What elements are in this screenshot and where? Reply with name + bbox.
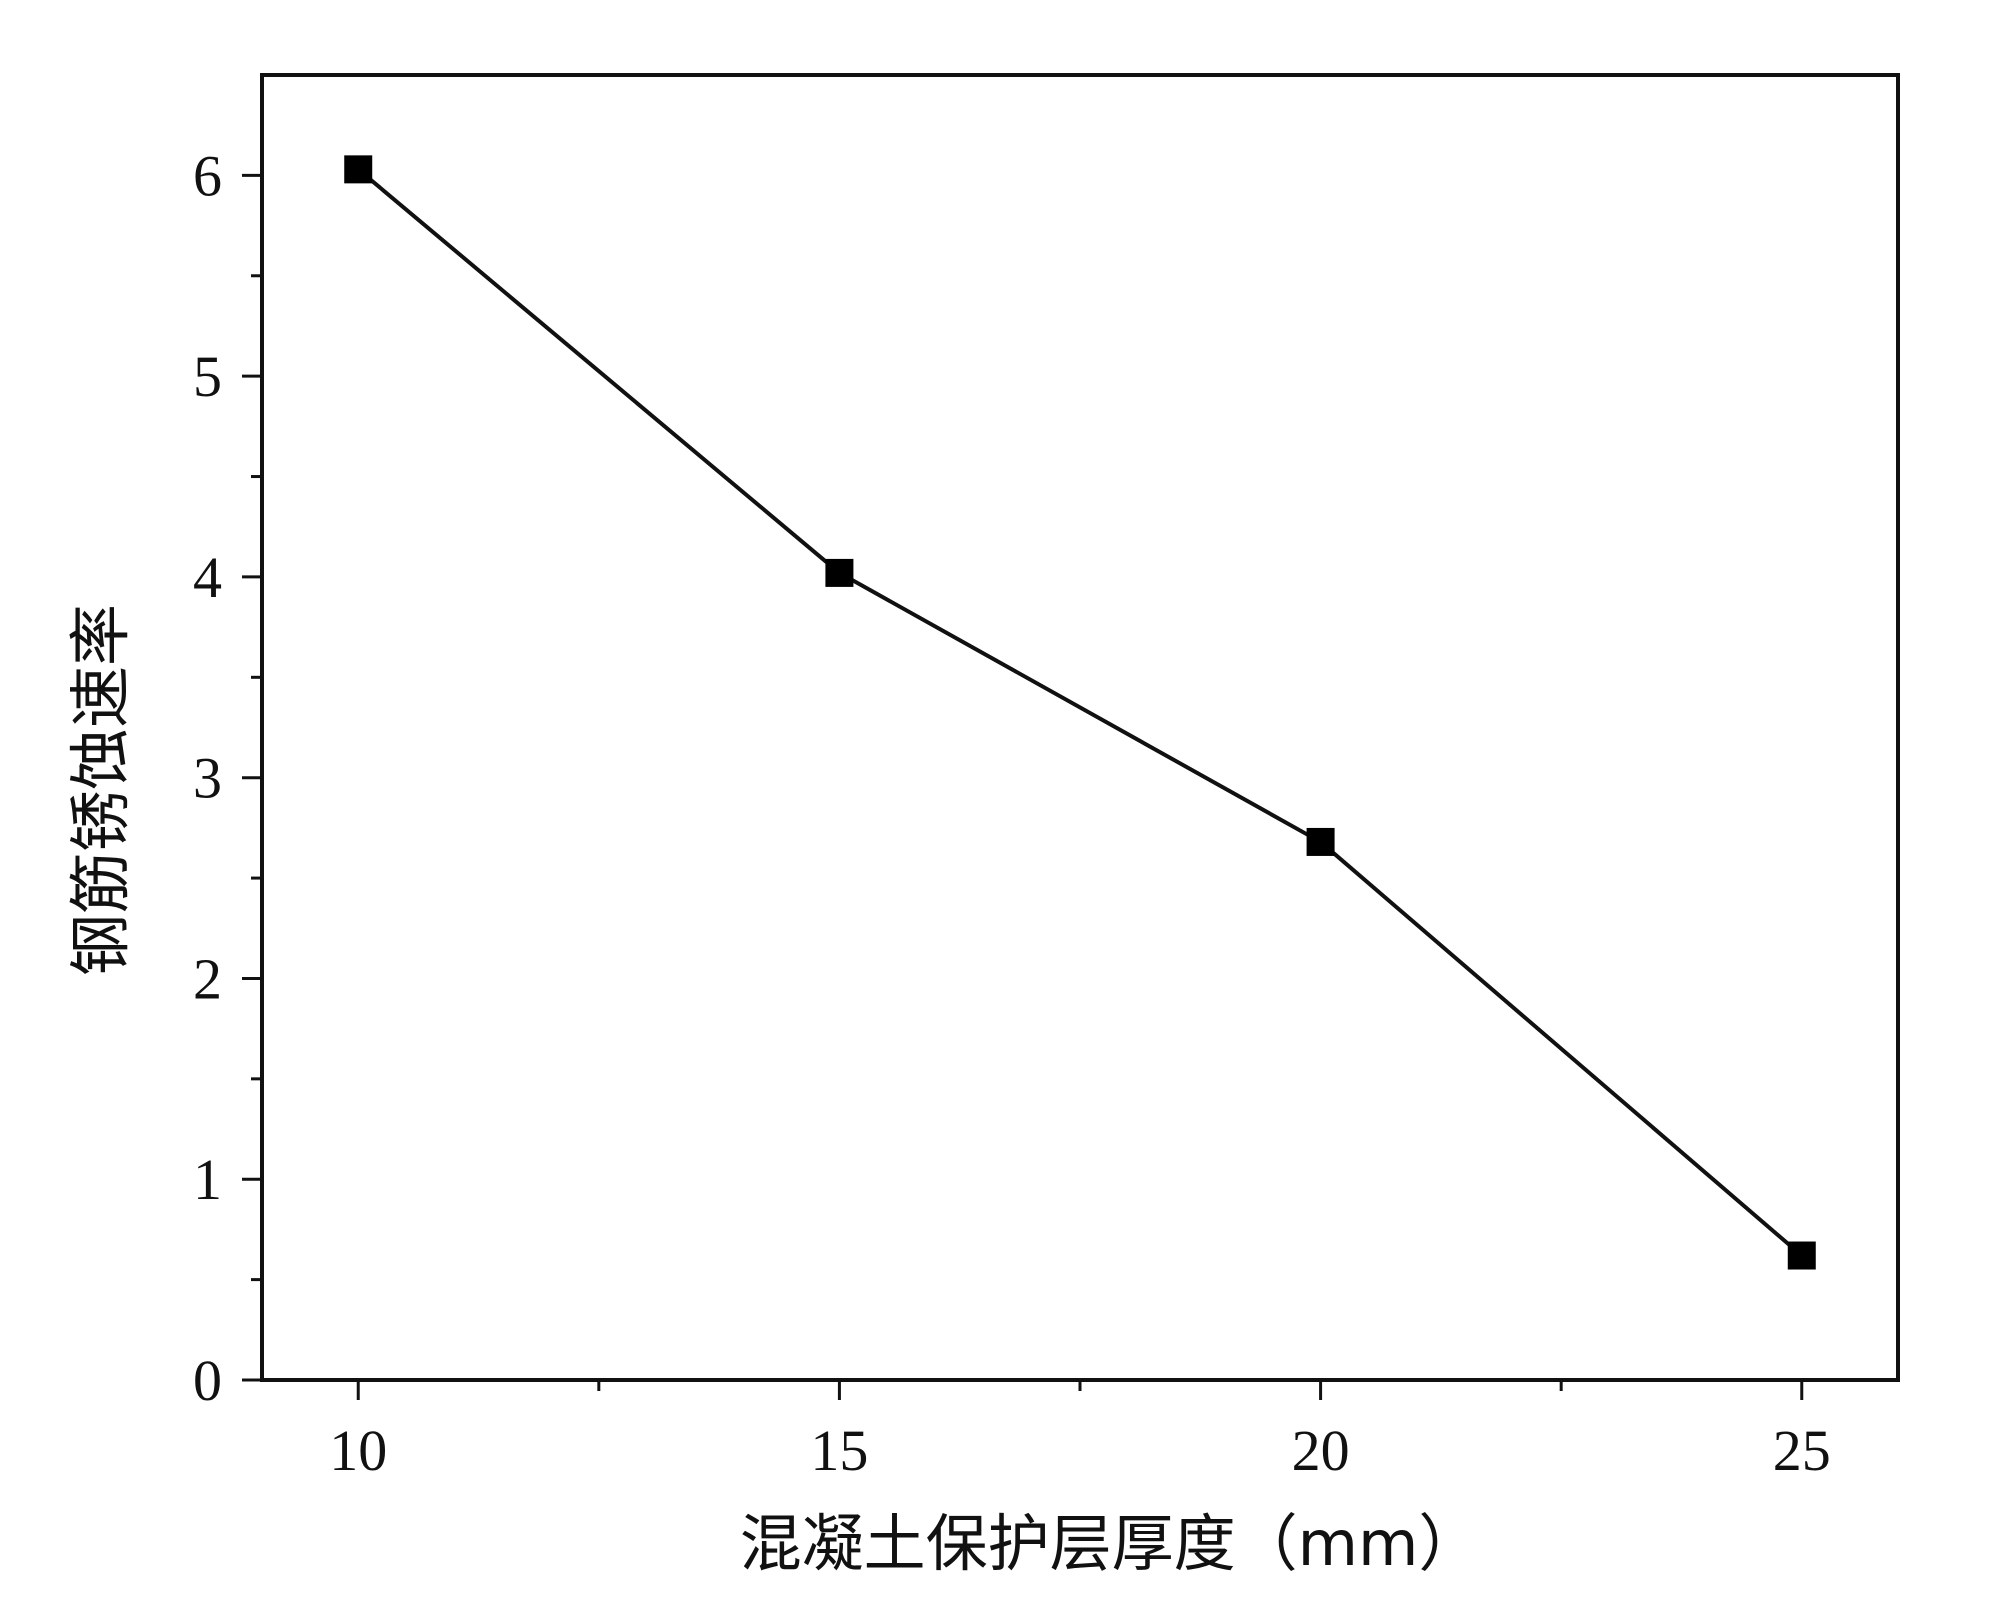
y-tick-label-4: 4 <box>193 545 222 610</box>
x-tick-label-10: 10 <box>329 1418 387 1483</box>
y-tick-label-6: 6 <box>193 143 222 208</box>
data-point-x20 <box>1306 827 1335 856</box>
x-tick-label-20: 20 <box>1292 1418 1350 1483</box>
data-point-x15 <box>825 558 854 587</box>
x-tick-label-25: 25 <box>1773 1418 1831 1483</box>
y-tick-label-5: 5 <box>193 344 222 409</box>
x-tick-label-15: 15 <box>810 1418 868 1483</box>
x-axis-label: 混凝土保护层厚度（mm） <box>740 1507 1481 1580</box>
axes: 10 15 20 25 0 1 2 3 4 5 6 <box>193 73 1900 1483</box>
data-point-x10 <box>344 155 373 184</box>
axis-labels: 混凝土保护层厚度（mm） 钢筋锈蚀速率 <box>64 604 1480 1580</box>
y-tick-label-2: 2 <box>193 946 222 1011</box>
y-tick-label-1: 1 <box>193 1147 222 1212</box>
y-tick-label-3: 3 <box>193 746 222 811</box>
y-tick-label-0: 0 <box>193 1348 222 1413</box>
series-line-0 <box>356 167 1804 1258</box>
y-axis-label: 钢筋锈蚀速率 <box>64 604 137 976</box>
plot-area <box>344 155 1816 1270</box>
plot-frame <box>260 73 1900 1382</box>
data-point-x25 <box>1787 1241 1816 1270</box>
